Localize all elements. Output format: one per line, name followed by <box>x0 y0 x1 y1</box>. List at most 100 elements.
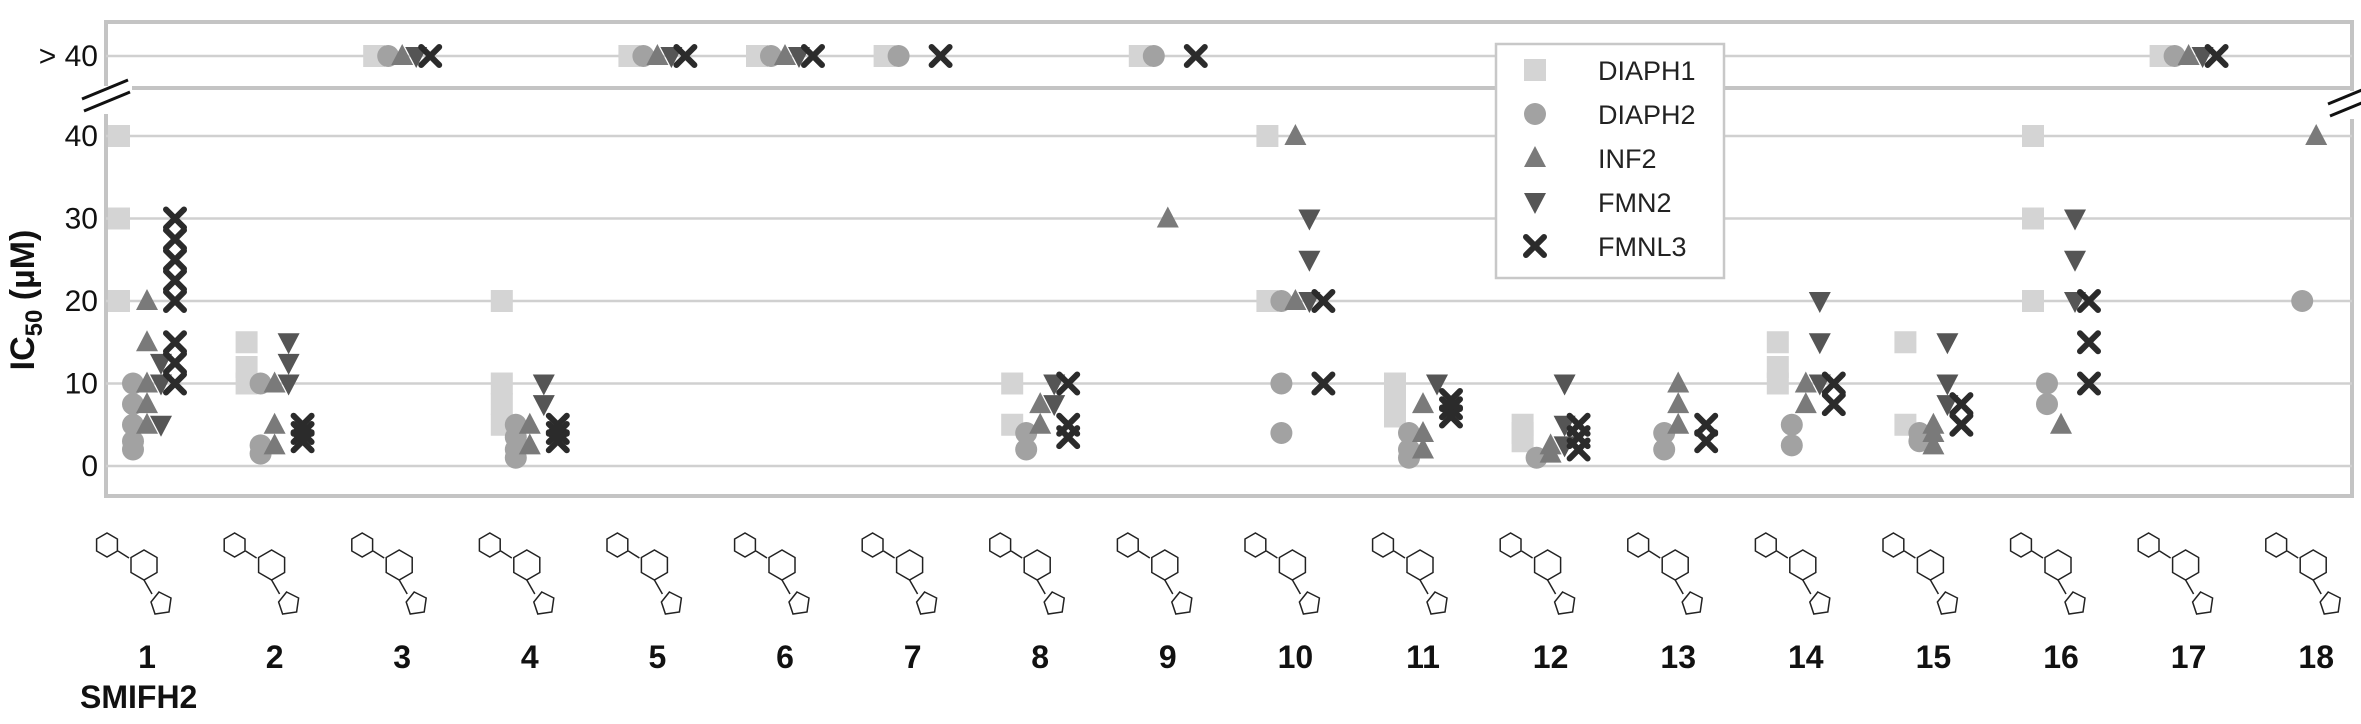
heteroaryl-ring <box>1936 591 1959 615</box>
legend-label-diaph1: DIAPH1 <box>1598 56 1696 86</box>
heteroaryl-ring <box>1553 591 1576 615</box>
series-diaph2 <box>122 45 2314 469</box>
point-fmn2-4 <box>532 374 555 396</box>
core-ring <box>2171 549 2200 581</box>
point-fmn2-1 <box>150 415 172 437</box>
bond <box>781 579 791 595</box>
core-ring <box>1789 549 1817 581</box>
point-fmn2-1 <box>150 353 172 375</box>
heteroaryl-ring <box>2191 591 2214 615</box>
x-stroke <box>1183 44 1208 68</box>
point-inf2-10 <box>1284 124 1307 145</box>
point-inf2-1 <box>136 412 158 434</box>
point-fmnl3-15 <box>1949 412 1974 437</box>
heteroaryl-ring <box>660 591 683 615</box>
legend-marker-diaph2 <box>1524 103 1546 125</box>
point-inf2-13 <box>1667 412 1690 434</box>
point-fmnl3-10 <box>1311 289 1336 313</box>
bond <box>2286 550 2299 559</box>
point-diaph1-2 <box>235 331 258 354</box>
point-diaph2-8 <box>1015 422 1038 444</box>
legend-marker-diaph1 <box>1524 59 1546 81</box>
point-fmn2-10 <box>1298 292 1321 313</box>
x-stroke <box>163 350 187 375</box>
compound-label-11: 11 <box>1406 639 1440 675</box>
compound-label-3: 3 <box>393 639 411 675</box>
point-inf2-10 <box>1284 289 1307 310</box>
point-fmn2-1 <box>150 374 172 396</box>
core-ring <box>513 549 541 581</box>
x-stroke <box>1821 371 1846 396</box>
point-fmn2-17 <box>2191 47 2214 68</box>
point-diaph1-14 <box>1766 331 1789 354</box>
axis-break-line <box>2327 88 2361 106</box>
y-tick-label: 20 <box>65 285 98 318</box>
y-tick-label: 0 <box>81 450 98 483</box>
bond <box>1674 579 1684 595</box>
y-tick-label: 40 <box>65 120 98 153</box>
x-stroke <box>1311 371 1336 396</box>
core-ring <box>385 549 413 581</box>
point-diaph2-7 <box>887 45 910 67</box>
point-inf2-1 <box>136 392 158 414</box>
point-inf2-11 <box>1412 437 1434 459</box>
point-fmn2-2 <box>277 353 300 375</box>
compound-label-2: 2 <box>266 639 284 675</box>
point-fmnl3-1 <box>163 227 187 252</box>
point-diaph1-4 <box>490 372 513 395</box>
point-inf2-16 <box>2050 412 2072 434</box>
x-stroke <box>1439 404 1463 429</box>
point-diaph1-1 <box>108 207 130 230</box>
point-diaph2-9 <box>1142 45 1165 67</box>
legend: DIAPH1 DIAPH2 INF2 FMN2 FMNL3 <box>1494 42 1726 280</box>
gridlines <box>106 54 2352 468</box>
core-ring <box>1916 549 1945 581</box>
compound-label-16: 16 <box>2043 639 2079 675</box>
bond <box>1138 550 1151 559</box>
core-ring <box>130 549 158 581</box>
point-fmnl3-15 <box>1949 392 1974 417</box>
heteroaryl-ring <box>277 591 300 615</box>
compound-label-17: 17 <box>2171 639 2207 675</box>
structure-4 <box>478 532 555 615</box>
series-inf2 <box>136 44 2328 463</box>
point-inf2-17 <box>2177 44 2200 65</box>
heteroaryl-ring <box>1426 591 1448 615</box>
point-inf2-9 <box>1156 206 1179 228</box>
point-inf2-1 <box>136 289 158 310</box>
aryl-ring <box>478 532 501 558</box>
heteroaryl-ring <box>2064 591 2086 615</box>
structure-10 <box>1244 532 1321 615</box>
bond <box>1393 550 1406 559</box>
bond <box>500 550 513 559</box>
point-fmn2-12 <box>1553 415 1576 437</box>
x-stroke <box>801 44 825 68</box>
point-fmnl3-2 <box>290 429 315 454</box>
compound-label-14: 14 <box>1788 639 1824 675</box>
structure-17 <box>2137 532 2214 615</box>
compound-label-13: 13 <box>1660 639 1696 675</box>
point-fmn2-14 <box>1808 292 1831 313</box>
data-points <box>108 44 2328 469</box>
x-stroke <box>290 429 315 454</box>
point-fmn2-2 <box>277 374 300 396</box>
point-diaph2-16 <box>2036 393 2058 416</box>
structure-18 <box>2265 532 2342 615</box>
point-fmnl3-1 <box>163 247 187 272</box>
bond <box>1802 579 1812 595</box>
x-stroke <box>1949 392 1974 417</box>
bond <box>1546 579 1557 595</box>
x-stroke <box>163 268 187 293</box>
x-stroke <box>1056 425 1081 450</box>
bond <box>653 579 664 595</box>
heteroaryl-ring <box>1298 591 1321 615</box>
point-diaph2-13 <box>1653 422 1676 444</box>
point-diaph1-16 <box>2022 125 2044 147</box>
structure-12 <box>1499 532 1576 615</box>
point-diaph2-11 <box>1398 446 1420 469</box>
point-fmnl3-4 <box>545 429 570 454</box>
bond <box>1291 579 1302 595</box>
point-fmnl3-6 <box>801 44 825 68</box>
bond <box>908 579 919 595</box>
